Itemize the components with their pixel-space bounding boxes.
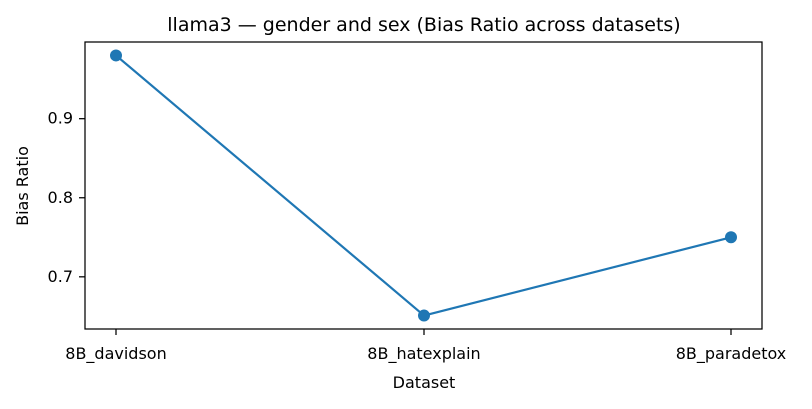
chart-title: llama3 — gender and sex (Bias Ratio acro…	[167, 14, 680, 36]
x-axis-label: Dataset	[393, 373, 456, 392]
data-point	[418, 309, 430, 322]
series-line	[114, 54, 733, 317]
series-layer	[110, 49, 737, 322]
y-tick-label: 0.8	[48, 188, 73, 207]
y-axis-label: Bias Ratio	[13, 146, 32, 226]
y-axis-ticks: 0.7 0.8 0.9	[48, 109, 85, 286]
x-axis-ticks: 8B_davidson 8B_hatexplain 8B_paradetox	[65, 329, 786, 364]
data-point	[725, 231, 737, 244]
x-tick-label: 8B_hatexplain	[367, 344, 480, 364]
plot-area-frame	[84, 41, 763, 330]
data-point	[110, 49, 122, 62]
y-tick-label: 0.7	[48, 267, 73, 286]
x-tick-label: 8B_davidson	[65, 344, 166, 364]
y-tick-label: 0.9	[48, 109, 73, 128]
x-tick-label: 8B_paradetox	[676, 344, 787, 364]
